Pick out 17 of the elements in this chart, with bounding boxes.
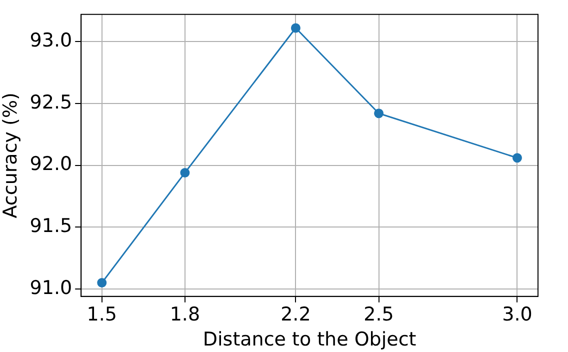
point	[97, 278, 107, 288]
x-tick-label: 2.2	[280, 304, 311, 326]
x-axis-title: Distance to the Object	[202, 328, 416, 351]
point	[180, 168, 190, 178]
y-axis-title: Accuracy (%)	[0, 92, 22, 218]
y-tick-label: 92.0	[30, 153, 72, 176]
y-tick-label: 91.5	[30, 215, 72, 238]
x-tick-label: 2.5	[364, 304, 394, 326]
y-tick-label: 91.0	[30, 276, 72, 299]
point	[374, 108, 384, 118]
point	[290, 23, 300, 33]
x-tick-label: 1.5	[86, 304, 117, 326]
x-tick-label: 3.0	[502, 304, 532, 326]
y-tick-label: 93.0	[30, 30, 72, 52]
point	[512, 153, 522, 163]
y-tick-label: 92.5	[30, 91, 72, 114]
x-tick-label: 1.8	[170, 304, 200, 326]
